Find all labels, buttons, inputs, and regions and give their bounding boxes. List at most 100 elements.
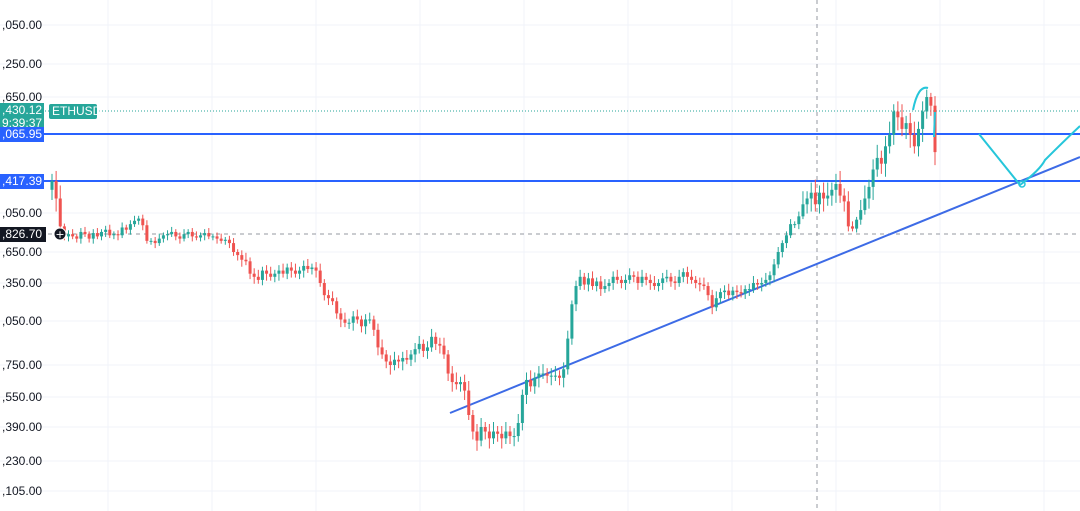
candle-body xyxy=(888,134,892,147)
candle-body xyxy=(747,289,751,291)
candle-body xyxy=(425,347,429,351)
candle-body xyxy=(170,231,174,235)
candle-body xyxy=(58,198,62,227)
crosshair-tag-box xyxy=(0,227,46,242)
price-axis-tick-label: ,050.00 xyxy=(2,18,42,32)
candle-body xyxy=(780,243,784,252)
candle-body xyxy=(636,276,640,283)
candle-body xyxy=(289,267,293,271)
candle-body xyxy=(310,267,314,270)
candle-body xyxy=(908,123,912,135)
candle-body xyxy=(599,281,603,290)
candle-body xyxy=(207,233,211,237)
candle-body xyxy=(545,373,549,376)
candle-body xyxy=(401,357,405,362)
candle-body xyxy=(211,236,215,238)
crosshair-plus-icon[interactable] xyxy=(53,227,67,241)
candle-body xyxy=(496,431,500,434)
candle-body xyxy=(326,295,330,299)
candle-body xyxy=(879,157,883,164)
candle-body xyxy=(203,233,207,236)
candle-body xyxy=(883,146,887,164)
candle-body xyxy=(570,304,574,339)
ascending-trendline[interactable] xyxy=(449,156,1080,414)
candle-body xyxy=(500,433,504,439)
candle-body xyxy=(644,276,648,280)
candle-body xyxy=(219,238,223,241)
candle-body xyxy=(607,283,611,287)
candle-body xyxy=(751,283,755,290)
candle-body xyxy=(252,273,256,277)
candle-body xyxy=(293,270,297,274)
candle-body xyxy=(236,252,240,256)
candle-body xyxy=(79,231,83,239)
candle-body xyxy=(632,275,636,277)
candle-body xyxy=(260,270,264,280)
candle-body xyxy=(789,224,793,236)
crosshair-price-tag: ,826.70 + xyxy=(0,227,67,242)
candle-body xyxy=(232,243,236,252)
candle-body xyxy=(595,281,599,287)
candle-body xyxy=(859,210,863,220)
candle-body xyxy=(863,198,867,211)
candle-body xyxy=(652,283,656,287)
candle-body xyxy=(463,382,467,391)
candle-body xyxy=(916,128,920,147)
candle-body xyxy=(281,270,285,274)
candle-body xyxy=(285,267,289,274)
candle-body xyxy=(331,298,335,302)
candle-body xyxy=(553,375,557,377)
candle-body xyxy=(714,298,718,308)
candle-body xyxy=(120,227,124,236)
forecast-arc xyxy=(912,86,929,111)
candle-body xyxy=(735,290,739,293)
candle-body xyxy=(702,284,706,287)
candle-body xyxy=(657,283,661,287)
candle-body xyxy=(475,431,479,441)
candle-body xyxy=(244,259,248,262)
candle-body xyxy=(549,375,553,377)
candle-body xyxy=(273,273,277,277)
price-axis-tick-label: ,350.00 xyxy=(2,276,42,290)
price-tag-countdown: 9:39:37 xyxy=(2,116,42,130)
candle-body xyxy=(756,283,760,285)
candle-body xyxy=(83,231,87,235)
candle-body xyxy=(512,436,516,438)
candle-body xyxy=(133,220,137,225)
candle-body xyxy=(640,276,644,283)
candle-body xyxy=(372,319,376,330)
candle-body xyxy=(318,270,322,283)
candle-body xyxy=(442,345,446,355)
candles xyxy=(50,89,937,451)
candle-body xyxy=(834,184,838,190)
candle-body xyxy=(718,292,722,299)
symbol-tag-box xyxy=(49,104,97,119)
candle-body xyxy=(813,192,817,205)
candle-body xyxy=(586,278,590,285)
candle-body xyxy=(578,276,582,287)
candle-body xyxy=(405,357,409,360)
candle-body xyxy=(760,283,764,285)
projection-path[interactable] xyxy=(978,125,1080,187)
candle-body xyxy=(690,276,694,280)
candle-body xyxy=(516,423,520,437)
candle-body xyxy=(454,382,458,385)
price-axis-tick-label: ,050.00 xyxy=(2,314,42,328)
candle-body xyxy=(537,373,541,378)
price-axis-tick-label: ,650.00 xyxy=(2,90,42,104)
candle-body xyxy=(347,322,351,324)
candle-body xyxy=(199,235,203,238)
candle-body xyxy=(508,431,512,437)
candle-body xyxy=(801,204,805,217)
candle-body xyxy=(694,279,698,283)
candle-body xyxy=(875,157,879,170)
candle-body xyxy=(388,361,392,365)
resistance-tag-box xyxy=(0,127,44,142)
candle-body xyxy=(153,240,157,244)
candle-body xyxy=(483,427,487,432)
price-axis[interactable]: ,050.00 ,250.00 ,650.00 ,050.00 ,650.00 ,350.… xyxy=(2,18,42,498)
price-tag-box xyxy=(0,103,44,131)
candle-body xyxy=(892,111,896,135)
